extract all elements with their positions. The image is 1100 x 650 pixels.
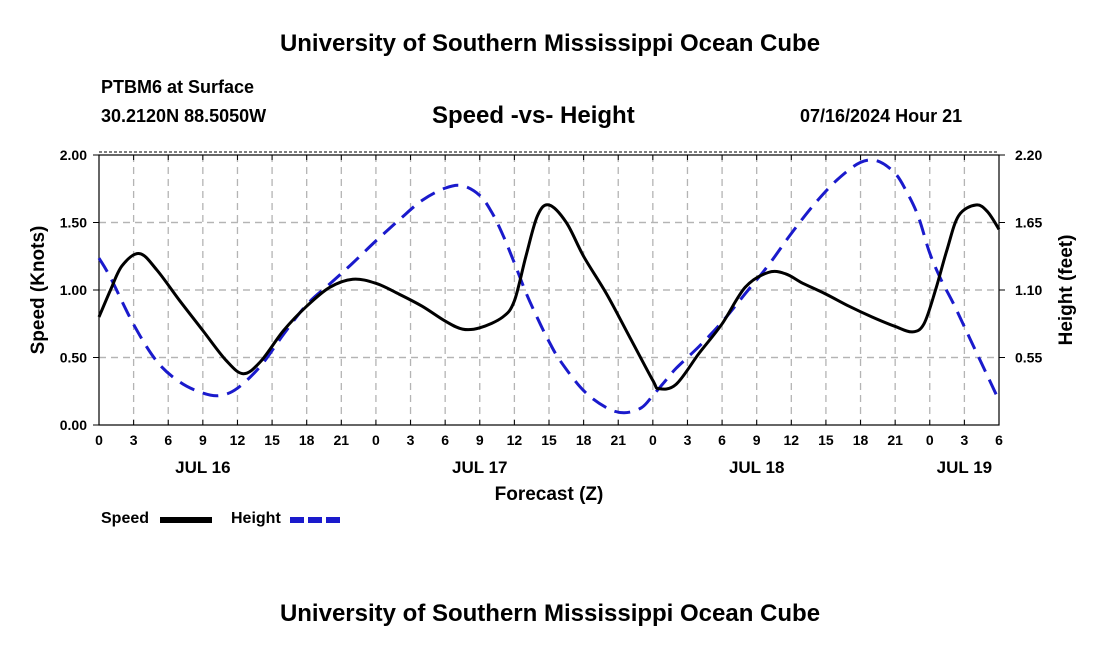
station-label: PTBM6 at Surface [101,77,255,97]
x-tick-label: 9 [753,432,761,448]
x-tick-label: 6 [164,432,172,448]
day-label: JUL 19 [937,458,992,477]
x-tick-label: 0 [649,432,657,448]
x-tick-label: 15 [541,432,557,448]
chart-subtitle: Speed -vs- Height [432,102,635,129]
y-tick-label-right: 1.10 [1015,282,1042,298]
y-tick-label-right: 2.20 [1015,147,1042,163]
day-label: JUL 18 [729,458,784,477]
x-tick-label: 21 [334,432,350,448]
datetime-label: 07/16/2024 Hour 21 [800,106,963,126]
x-tick-label: 0 [95,432,103,448]
x-tick-label: 12 [507,432,523,448]
y-tick-label-left: 1.00 [60,282,87,298]
y-tick-label-left: 0.50 [60,350,87,366]
x-axis-label: Forecast (Z) [495,484,604,505]
x-tick-label: 9 [476,432,484,448]
axis-layer: 0 3 6 9 12 15 18 21 0 3 6 9 12 15 18 21 0 3 6 9 12 15 18 21 0 3 6 0… [60,147,1043,477]
footer-title: University of Southern Mississippi Ocean… [279,600,821,627]
y-tick-label-left: 1.50 [60,215,87,231]
y-axis-label-right: Height (feet) [1056,235,1077,346]
x-tick-label: 3 [684,432,692,448]
speed-series-line [97,203,1001,391]
x-tick-label: 12 [230,432,246,448]
x-tick-label: 21 [887,432,903,448]
y-tick-label-right: 1.65 [1015,215,1042,231]
x-tick-label: 6 [718,432,726,448]
x-tick-label: 21 [610,432,626,448]
x-tick-label: 12 [784,432,800,448]
x-tick-label: 6 [995,432,1003,448]
x-tick-label: 18 [576,432,592,448]
y-tick-label-right: 0.55 [1015,350,1042,366]
x-tick-label: 15 [818,432,834,448]
x-tick-label: 0 [926,432,934,448]
x-tick-label: 3 [407,432,415,448]
day-label: JUL 17 [452,458,507,477]
grid-layer [99,151,999,425]
height-series-line [97,158,1001,415]
x-tick-label: 0 [372,432,380,448]
day-label: JUL 16 [175,458,230,477]
x-tick-label: 15 [264,432,280,448]
y-tick-label-left: 0.00 [60,417,87,433]
chart-title: University of Southern Mississippi Ocean… [279,30,821,57]
y-tick-label-left: 2.00 [60,147,87,163]
x-tick-label: 18 [299,432,315,448]
x-tick-label: 18 [853,432,869,448]
x-tick-label: 6 [441,432,449,448]
coordinates-label: 30.2120N 88.5050W [101,106,267,126]
legend-height-label: Height [231,510,281,527]
x-tick-label: 3 [960,432,968,448]
x-tick-label: 3 [130,432,138,448]
y-axis-label-left: Speed (Knots) [28,226,49,355]
legend-speed-label: Speed [101,510,150,527]
x-tick-label: 9 [199,432,207,448]
